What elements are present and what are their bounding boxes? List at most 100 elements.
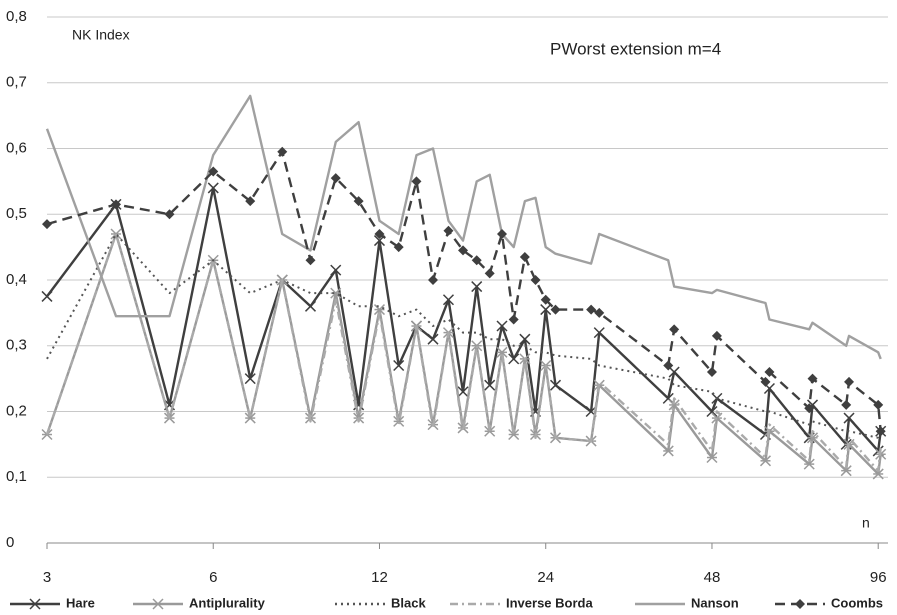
x-tick-label: 12	[371, 569, 388, 586]
marker-stroke	[484, 379, 496, 391]
marker-shape	[586, 304, 597, 315]
marker-stroke	[593, 327, 605, 339]
legend-label: Nanson	[691, 595, 739, 610]
x-tick-label: 6	[209, 569, 217, 586]
legend-label: Antiplurality	[189, 595, 266, 610]
series-line	[45, 232, 882, 476]
marker-shape	[428, 275, 439, 285]
marker-shape	[277, 146, 288, 157]
x-tick-label: 96	[870, 569, 887, 586]
point-marker	[662, 445, 674, 457]
y-tick-label: 0,7	[6, 74, 27, 91]
point-marker	[706, 451, 718, 464]
point-marker	[458, 245, 469, 256]
point-marker	[508, 428, 520, 441]
marker-shape	[844, 376, 855, 387]
marker-stroke	[549, 379, 562, 391]
marker-stroke	[427, 333, 439, 345]
point-marker	[593, 327, 605, 339]
marker-shape	[458, 245, 469, 256]
point-marker	[875, 426, 886, 437]
marker-stroke	[508, 353, 520, 365]
marker-shape	[550, 304, 561, 315]
point-marker	[804, 403, 815, 414]
marker-shape	[804, 403, 815, 414]
series-line	[45, 232, 882, 472]
point-marker	[245, 196, 256, 207]
point-marker	[373, 304, 386, 316]
x-axis-note: n	[862, 515, 870, 531]
marker-stroke	[457, 386, 469, 398]
point-marker	[669, 324, 680, 335]
point-marker	[508, 314, 519, 325]
marker-shape	[110, 199, 121, 210]
marker-stroke	[244, 373, 256, 385]
point-marker	[471, 281, 483, 293]
point-marker	[484, 379, 496, 391]
marker-shape	[873, 399, 884, 410]
point-marker	[530, 275, 541, 285]
point-marker	[305, 255, 316, 266]
legend-label: Hare	[66, 595, 95, 610]
point-marker	[760, 376, 771, 387]
marker-shape	[508, 314, 519, 325]
chart-subtitle: PWorst extension m=4	[550, 39, 721, 58]
marker-shape	[496, 228, 507, 239]
y-tick-label: 0,1	[6, 468, 27, 485]
point-marker	[428, 275, 439, 285]
point-marker	[668, 366, 680, 378]
point-marker	[844, 376, 855, 387]
marker-stroke	[29, 598, 41, 610]
y-tick-label: 0,8	[6, 8, 27, 25]
point-marker	[41, 428, 53, 441]
marker-stroke	[706, 405, 718, 418]
point-marker	[110, 228, 122, 240]
marker-shape	[411, 176, 422, 187]
marker-shape	[330, 173, 341, 184]
point-marker	[840, 465, 852, 477]
point-marker	[110, 199, 121, 210]
legend-label: Coombs	[831, 595, 883, 610]
marker-stroke	[763, 382, 775, 395]
point-marker	[706, 405, 718, 418]
point-marker	[471, 340, 483, 352]
point-marker	[277, 146, 288, 157]
point-marker	[550, 304, 561, 315]
point-marker	[244, 412, 256, 424]
point-marker	[759, 455, 772, 467]
point-marker	[841, 399, 852, 410]
point-marker	[872, 468, 884, 480]
point-marker	[873, 399, 884, 410]
y-tick-label: 0,4	[6, 271, 27, 288]
point-marker	[549, 379, 562, 391]
marker-stroke	[304, 300, 317, 312]
y-tick-label: 0,5	[6, 205, 27, 222]
marker-stroke	[668, 366, 680, 378]
point-marker	[427, 333, 439, 345]
point-marker	[41, 290, 53, 302]
point-marker	[457, 386, 469, 398]
marker-shape	[519, 251, 530, 262]
point-marker	[353, 196, 364, 207]
marker-shape	[530, 275, 541, 285]
point-marker	[164, 209, 175, 220]
marker-stroke	[662, 392, 674, 404]
point-marker	[496, 346, 508, 358]
point-marker	[244, 373, 256, 385]
point-marker	[393, 359, 405, 372]
marker-shape	[711, 330, 722, 341]
y-tick-label: 0,6	[6, 139, 27, 156]
marker-shape	[663, 360, 674, 371]
marker-shape	[594, 307, 605, 318]
point-marker	[806, 432, 819, 444]
point-marker	[540, 304, 552, 316]
marker-shape	[764, 367, 775, 378]
marker-shape	[795, 599, 805, 609]
marker-shape	[42, 219, 52, 230]
point-marker	[663, 360, 674, 371]
point-marker	[484, 268, 495, 279]
point-marker	[42, 219, 52, 230]
point-marker	[711, 330, 722, 341]
point-marker	[411, 176, 422, 187]
marker-stroke	[330, 264, 342, 276]
